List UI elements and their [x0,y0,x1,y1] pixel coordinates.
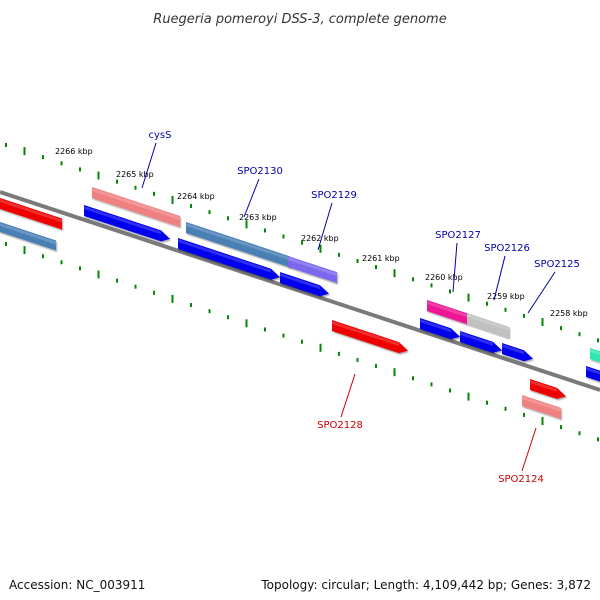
gene-label[interactable]: SPO2125 [534,259,580,270]
feature-bar [0,221,56,251]
gene-label[interactable]: SPO2124 [498,474,544,485]
feature-bar [522,395,561,419]
map-title: Ruegeria pomeroyi DSS-3, complete genome [153,12,446,27]
accession-label: Accession: NC_003911 [9,578,146,592]
gene-label-leader [340,373,356,418]
scale-label: 2266 kbp [55,147,93,156]
cds-arrow [280,272,329,297]
feature-bar-highlight [0,222,56,245]
feature-bar-highlight [590,349,600,356]
cds-arrow [420,318,460,340]
scale-labels: 2266 kbp 2265 kbp 2264 kbp 2263 kbp 2262 kbp… [55,147,588,318]
genome-backbone [0,190,600,392]
scale-label: 2265 kbp [116,170,154,179]
gene-label-leader [493,255,506,301]
feature-track [0,187,600,363]
cds-arrow [460,331,502,353]
scale-label: 2261 kbp [362,254,400,263]
cds-arrow [84,205,170,242]
gene-label[interactable]: SPO2128 [317,420,363,431]
feature-bar-highlight [186,223,290,261]
cds-arrow-highlight [420,319,451,333]
feature-bar-highlight [467,314,509,331]
scale-label: 2262 kbp [301,234,339,243]
cds-arrow [178,238,280,280]
cds-arrow-highlight [502,344,524,355]
cds-arrow-highlight [460,332,493,346]
feature-bar-highlight [427,301,467,318]
gene-label-leader [452,242,458,293]
gene-label-leader [527,271,556,314]
feature-bar-highlight [288,257,337,277]
feature-bar [186,222,290,268]
feature-bar-highlight [92,188,180,221]
scale-label: 2259 kbp [487,292,525,301]
feature-bar [467,313,509,338]
scale-ticks [5,142,599,442]
gene-track [84,205,600,419]
cds-arrow-reverse [332,320,408,354]
cds-arrow [502,343,533,362]
feature-bar [288,256,337,284]
feature-bar [427,300,467,325]
feature-bar [590,348,600,363]
gene-label-leader [141,142,157,189]
scale-label: 2260 kbp [425,273,463,282]
cds-arrow-reverse-highlight [332,321,399,347]
cds-arrow-highlight [84,206,161,235]
cds-arrow-highlight [178,239,271,273]
scale-label: 2264 kbp [177,192,215,201]
feature-bar-highlight [522,396,561,412]
gene-label-leader [521,427,537,472]
cds-arrow-reverse-highlight [530,380,557,392]
scale-label: 2258 kbp [550,309,588,318]
gene-label[interactable]: cysS [149,130,172,141]
gene-label[interactable]: SPO2126 [484,243,530,254]
feature-bar-highlight [0,198,62,223]
cds-arrow-reverse [530,379,566,399]
topology-summary: Topology: circular; Length: 4,109,442 bp… [261,578,591,592]
feature-bar [92,187,180,228]
gene-label[interactable]: SPO2129 [311,190,357,201]
gene-label[interactable]: SPO2130 [237,166,283,177]
feature-bar [0,197,62,230]
gene-label[interactable]: SPO2127 [435,230,481,241]
gene-label-leader [243,178,260,218]
cds-arrow [586,366,600,382]
cds-arrow-highlight [280,273,320,290]
scale-label: 2263 kbp [239,213,277,222]
gene-label-leader [317,202,333,251]
cds-arrow-highlight [586,367,600,375]
